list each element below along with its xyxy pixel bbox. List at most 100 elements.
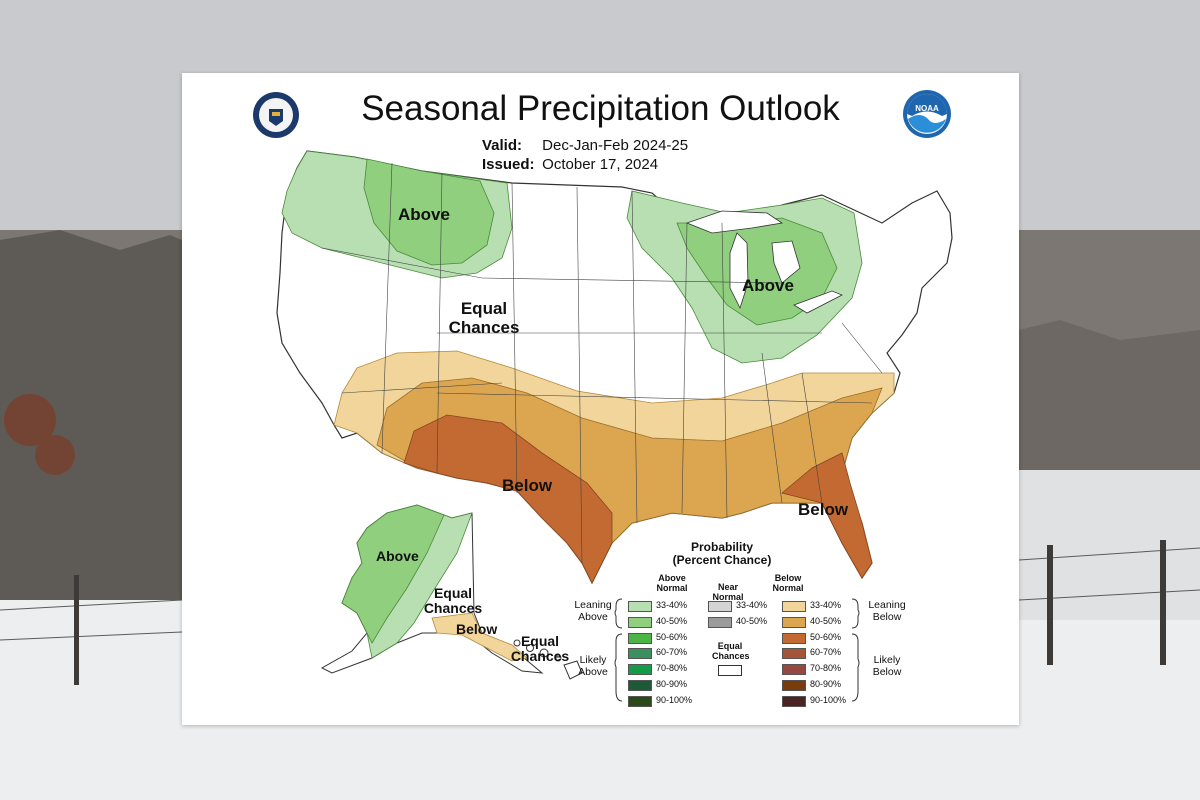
issued-label: Issued:: [482, 156, 535, 173]
nw-above-label: Above: [398, 205, 450, 224]
page-title: Seasonal Precipitation Outlook: [361, 89, 840, 128]
legend-swatch-below-0: [782, 601, 806, 612]
legend: Probability (Percent Chance) Above Norma…: [572, 541, 912, 711]
noaa-text: NOAA: [915, 104, 939, 113]
legend-swatch-below-4: [782, 664, 806, 676]
legend-leaning-below: Leaning Below: [864, 599, 910, 623]
legend-col-near-line1: Near: [717, 582, 738, 592]
legend-swatch-below-2: [782, 632, 806, 644]
issued-line: Issued: October 17, 2024: [482, 156, 658, 173]
legend-leaning-above-line2: Above: [578, 611, 608, 623]
legend-swatch-above-3: [628, 648, 652, 660]
commerce-seal-icon: [253, 92, 299, 138]
legend-label-above-4: 70-80%: [656, 663, 688, 674]
legend-equal-chances-swatch: [718, 665, 742, 676]
legend-label-above-1: 40-50%: [656, 615, 688, 626]
lake-superior: [685, 210, 784, 234]
alaska-above-40-region: [341, 504, 445, 644]
legend-label-above-6: 90-100%: [656, 694, 693, 705]
legend-swatch-above-5: [628, 680, 652, 691]
legend-swatch-above-6: [628, 695, 652, 707]
legend-equal-chances: Equal Chances: [712, 641, 750, 661]
legend-label-above-3: 60-70%: [656, 647, 688, 658]
legend-brackets: [614, 598, 860, 702]
legend-label-below-0: 33-40%: [810, 600, 842, 610]
legend-likely-below-line1: Likely: [873, 654, 901, 666]
lake-michigan: [729, 232, 749, 310]
legend-likely-above-line2: Above: [578, 666, 608, 678]
legend-title-line1: Probability: [690, 540, 753, 554]
legend-swatch-below-5: [782, 680, 806, 691]
ak-equal-line1: Equal: [433, 585, 473, 601]
legend-title: Probability (Percent Chance): [657, 541, 787, 567]
legend-col-near-line2: Normal: [712, 592, 744, 602]
legend-likely-above-line1: Likely: [579, 654, 607, 666]
legend-label-above-2: 50-60%: [656, 631, 688, 642]
legend-label-below-1: 40-50%: [810, 615, 842, 626]
hi-equal-line1: Equal: [520, 633, 560, 649]
issued-value: October 17, 2024: [542, 156, 659, 173]
legend-equal-chances-line1: Equal: [717, 641, 743, 651]
legend-likely-below-line2: Below: [872, 666, 902, 678]
legend-label-below-4: 70-80%: [810, 663, 842, 674]
legend-title-line2: (Percent Chance): [672, 553, 772, 567]
nw-above-40-region: [363, 158, 495, 266]
legend-swatch-above-0: [628, 601, 652, 612]
legend-leaning-above: Leaning Above: [572, 599, 614, 623]
legend-likely-below: Likely Below: [864, 654, 910, 678]
equal-chances-line2: Chances: [448, 318, 520, 337]
outlook-card: NOAA Seasonal Precipitation Outlook Vali…: [182, 73, 1019, 725]
legend-col-above-line1: Above: [658, 573, 686, 583]
legend-swatch-near-0: [708, 601, 732, 612]
legend-label-near-0: 33-40%: [736, 600, 768, 610]
legend-label-below-5: 80-90%: [810, 679, 842, 689]
lake-huron: [771, 240, 801, 284]
legend-leaning-below-line2: Below: [872, 611, 902, 623]
sw-below-50-region: [403, 414, 613, 584]
valid-line: Valid: Dec-Jan-Feb 2024-25: [482, 137, 688, 154]
legend-leaning-above-line1: Leaning: [574, 599, 612, 611]
legend-likely-above: Likely Above: [572, 654, 614, 678]
legend-label-below-2: 50-60%: [810, 631, 842, 642]
gl-above-label: Above: [742, 276, 794, 295]
hi-equal-line2: Chances: [510, 648, 570, 664]
legend-swatch-below-3: [782, 648, 806, 660]
precipitation-map: [276, 150, 953, 680]
legend-label-above-5: 80-90%: [656, 679, 688, 689]
state-boundaries: [321, 162, 883, 564]
legend-swatch-near-1: [708, 616, 732, 628]
lake-erie: [793, 290, 843, 314]
sw-below-label: Below: [502, 476, 553, 495]
se-below-50-region: [781, 452, 873, 579]
legend-label-above-0: 33-40%: [656, 600, 688, 610]
ak-above-label: Above: [376, 548, 419, 564]
equal-chances-label: Equal Chances: [444, 299, 524, 337]
legend-swatch-above-4: [628, 664, 652, 676]
legend-label-below-3: 60-70%: [810, 647, 842, 658]
legend-equal-chances-line2: Chances: [712, 651, 750, 661]
alaska-below-33-region: [431, 612, 528, 662]
hi-equal-label: Equal Chances: [506, 634, 574, 664]
ak-equal-label: Equal Chances: [422, 586, 484, 616]
equal-chances-line1: Equal: [460, 299, 508, 318]
legend-swatch-below-6: [782, 695, 806, 707]
legend-col-below-line1: Below: [774, 573, 802, 583]
legend-swatch-above-2: [628, 632, 652, 644]
se-below-label: Below: [798, 500, 849, 519]
hawaii-islands: [513, 639, 583, 680]
legend-col-above-line2: Normal: [656, 583, 688, 593]
valid-value: Dec-Jan-Feb 2024-25: [542, 137, 689, 154]
ak-equal-line2: Chances: [423, 600, 483, 616]
valid-label: Valid:: [482, 137, 523, 154]
legend-col-near: Near Normal: [708, 582, 748, 602]
legend-col-below: Below Normal: [768, 573, 808, 593]
legend-swatch-below-1: [782, 616, 806, 628]
legend-col-above: Above Normal: [652, 573, 692, 593]
legend-swatch-above-1: [628, 616, 652, 628]
legend-col-below-line2: Normal: [772, 583, 804, 593]
legend-leaning-below-line1: Leaning: [868, 599, 906, 611]
legend-label-below-6: 90-100%: [810, 694, 847, 705]
noaa-logo-icon: NOAA: [903, 90, 951, 138]
ak-below-label: Below: [456, 621, 498, 637]
legend-label-near-1: 40-50%: [736, 615, 768, 626]
